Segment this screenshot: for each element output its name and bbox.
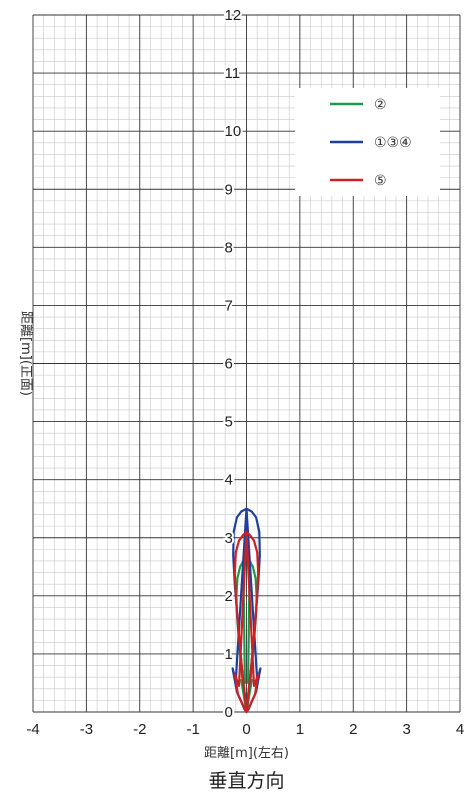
y-tick-label: 0 [225, 704, 233, 721]
y-tick-label: 1 [225, 646, 233, 663]
x-tick-label: -2 [133, 721, 146, 738]
x-tick-label: 0 [242, 721, 250, 738]
x-tick-labels: -4 -3 -2 -1 0 1 2 3 4 [26, 721, 464, 738]
y-tick-label: 12 [225, 7, 242, 24]
y-tick-label: 8 [225, 239, 233, 256]
x-tick-label: -3 [80, 721, 93, 738]
y-tick-label: 9 [225, 181, 233, 198]
x-tick-label: -4 [26, 721, 39, 738]
y-tick-label: 3 [225, 530, 233, 547]
major-grid [32, 14, 461, 713]
y-tick-label: 10 [225, 123, 242, 140]
y-tick-label: 6 [225, 356, 233, 373]
x-tick-label: 1 [296, 721, 304, 738]
y-tick-label: 7 [225, 297, 233, 314]
x-tick-label: -1 [186, 721, 199, 738]
x-tick-label: 3 [402, 721, 410, 738]
x-tick-label: 4 [456, 721, 464, 738]
series-layer [231, 507, 262, 714]
y-tick-label: 11 [225, 65, 241, 82]
x-axis-label: 距離[m](左右) [204, 746, 289, 761]
legend-label: ⑤ [374, 173, 387, 189]
series-line [233, 530, 260, 714]
chart-caption: 垂直方向 [208, 770, 284, 792]
x-tick-label: 2 [349, 721, 357, 738]
legend: ② ①③④ ⑤ [330, 97, 412, 189]
legend-box [295, 88, 440, 196]
legend-label: ①③④ [374, 135, 412, 151]
y-tick-label: 4 [225, 472, 233, 489]
legend-label: ② [374, 97, 387, 113]
y-tick-label: 2 [225, 588, 233, 605]
y-tick-label: 5 [225, 414, 233, 431]
y-axis-label: 距離[m](正面) [18, 311, 33, 396]
